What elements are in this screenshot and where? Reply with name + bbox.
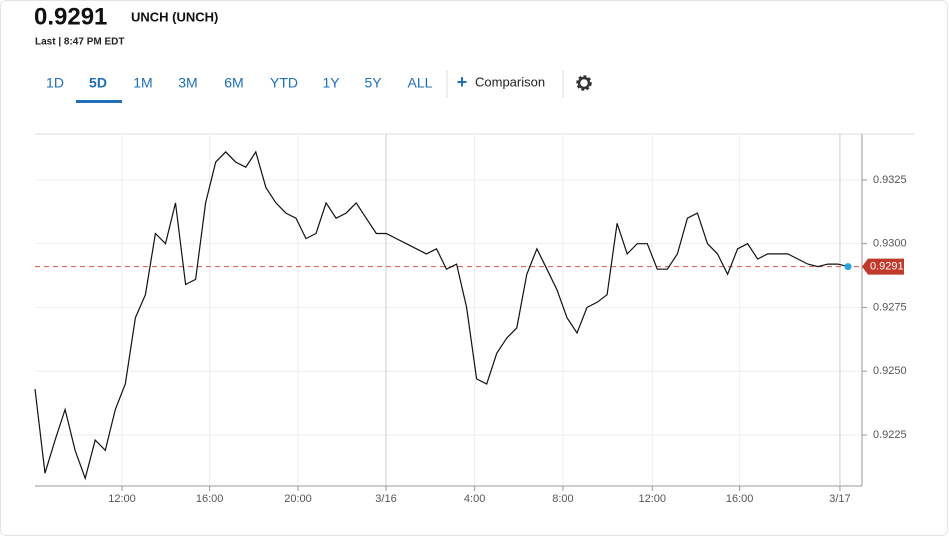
- x-tick-label: 8:00: [552, 493, 573, 505]
- comparison-button[interactable]: Comparison: [475, 74, 545, 89]
- price-tag-label: 0.9291: [870, 261, 904, 273]
- y-tick-label: 0.9275: [873, 301, 907, 313]
- tab[interactable]: 5Y: [364, 75, 382, 91]
- tab[interactable]: ALL: [408, 75, 433, 91]
- x-tick-label: 12:00: [639, 493, 667, 505]
- x-tick-label: 16:00: [196, 493, 224, 505]
- x-tick-label: 3/17: [829, 493, 850, 505]
- gear-ring: [577, 76, 591, 90]
- price: 0.9291: [34, 3, 107, 30]
- tab[interactable]: 1D: [46, 75, 64, 91]
- tab[interactable]: 6M: [224, 75, 243, 91]
- last-point: [844, 263, 852, 271]
- y-tick-label: 0.9250: [873, 365, 907, 377]
- active-underline: [76, 100, 122, 103]
- x-tick-label: 16:00: [726, 493, 754, 505]
- x-tick-label: 12:00: [108, 493, 136, 505]
- x-tick-label: 4:00: [464, 493, 485, 505]
- y-tick-label: 0.9225: [873, 429, 907, 441]
- tab[interactable]: 1M: [133, 75, 152, 91]
- y-tick-label: 0.9300: [873, 238, 907, 250]
- plus-icon[interactable]: +: [457, 72, 468, 92]
- tab[interactable]: 1Y: [322, 75, 340, 91]
- settings-icon[interactable]: [576, 75, 592, 91]
- y-tick-label: 0.9325: [873, 174, 907, 186]
- price-line: [34, 150, 849, 481]
- x-tick-label: 20:00: [284, 493, 312, 505]
- symbol: UNCH (UNCH): [131, 9, 218, 24]
- tab[interactable]: 5D: [89, 75, 107, 91]
- price-tag: [862, 258, 904, 275]
- tab[interactable]: YTD: [270, 75, 298, 91]
- last-update: Last | 8:47 PM EDT: [35, 37, 125, 48]
- x-tick-label: 3/16: [375, 493, 396, 505]
- tab[interactable]: 3M: [178, 75, 197, 91]
